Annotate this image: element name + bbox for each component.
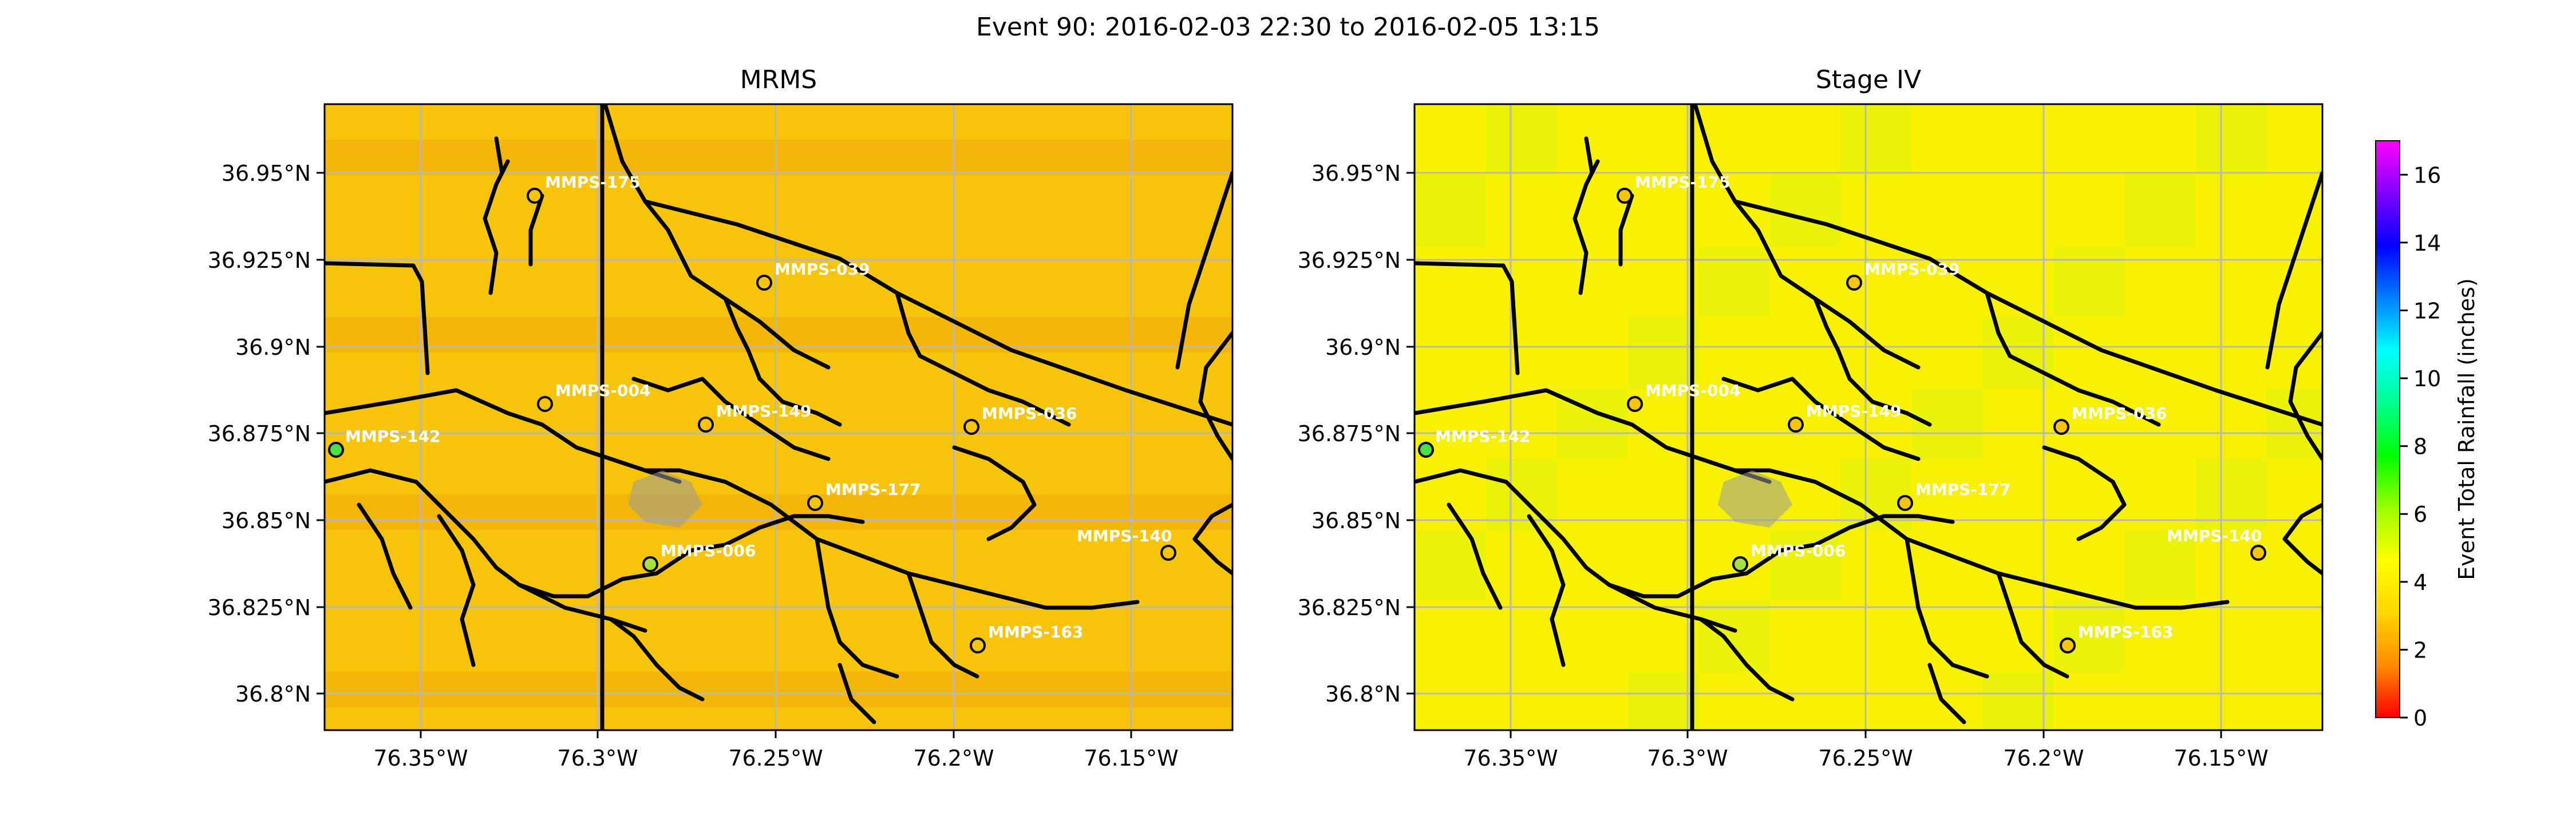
gauge-marker bbox=[1418, 442, 1434, 458]
colorbar-tick-label: 2 bbox=[2413, 637, 2427, 663]
gauge-marker bbox=[1617, 188, 1633, 204]
gauge-label: MMPS-140 bbox=[1077, 526, 1172, 545]
y-tick-label: 36.85°N bbox=[1311, 508, 1401, 533]
x-tick-label: 76.2°W bbox=[2003, 746, 2084, 771]
gauge-marker bbox=[2060, 637, 2076, 653]
y-tick-label: 36.95°N bbox=[1311, 161, 1401, 186]
y-tick-label: 36.9°N bbox=[235, 335, 311, 360]
x-tick-label: 76.35°W bbox=[1463, 746, 1558, 771]
gauge-marker bbox=[527, 188, 543, 204]
gauge-marker bbox=[328, 442, 344, 458]
gauge-label: MMPS-175 bbox=[1635, 173, 1730, 192]
x-tick-label: 76.2°W bbox=[913, 746, 994, 771]
gauge-label: MMPS-175 bbox=[545, 173, 640, 192]
gauge-label: MMPS-142 bbox=[1435, 427, 1530, 446]
gauge-label: MMPS-006 bbox=[661, 541, 756, 560]
colorbar: 0 2 4 6 8 10 12 14 16 Event Total Rainfall (inch… bbox=[2375, 140, 2479, 731]
rainfall-field-mrms bbox=[325, 104, 1232, 730]
panel-title-mrms: MRMS bbox=[740, 65, 817, 94]
colorbar-tick-label: 16 bbox=[2413, 163, 2441, 188]
figure-title: Event 90: 2016-02-03 22:30 to 2016-02-05… bbox=[976, 13, 1600, 42]
gauge-marker bbox=[537, 396, 553, 412]
gridlines-mrms bbox=[325, 104, 1232, 730]
x-tick-label: 76.3°W bbox=[1647, 746, 1728, 771]
gauge-marker bbox=[1732, 556, 1748, 572]
colorbar-gradient bbox=[2375, 140, 2400, 718]
gauge-marker bbox=[756, 275, 772, 291]
gauge-label: MMPS-036 bbox=[982, 404, 1077, 423]
y-tick-label: 36.825°N bbox=[1298, 595, 1401, 620]
y-tick-label: 36.925°N bbox=[208, 248, 311, 273]
gauge-marker bbox=[1846, 275, 1862, 291]
map-frame-stage-iv bbox=[1413, 103, 2324, 731]
gauge-label: MMPS-177 bbox=[825, 480, 920, 499]
colorbar-tick-label: 6 bbox=[2413, 502, 2427, 527]
gauge-marker bbox=[1788, 417, 1804, 433]
gauge-label: MMPS-149 bbox=[716, 402, 811, 421]
gauge-label: MMPS-006 bbox=[1751, 541, 1846, 560]
gauge-marker bbox=[2053, 419, 2069, 435]
x-tick-label: 76.15°W bbox=[2174, 746, 2268, 771]
y-tick-label: 36.925°N bbox=[1298, 248, 1401, 273]
gauge-marker bbox=[2250, 545, 2266, 561]
colorbar-tick-label: 8 bbox=[2413, 434, 2427, 459]
y-tick-label: 36.875°N bbox=[208, 421, 311, 446]
map-frame-mrms bbox=[323, 103, 1234, 731]
x-tick-label: 76.25°W bbox=[728, 746, 823, 771]
gauge-label: MMPS-039 bbox=[775, 260, 870, 279]
gauge-label: MMPS-142 bbox=[345, 427, 440, 446]
gauge-marker bbox=[807, 495, 823, 511]
gauge-label: MMPS-004 bbox=[1645, 381, 1740, 400]
x-tick-label: 76.35°W bbox=[373, 746, 468, 771]
gauge-label: MMPS-039 bbox=[1864, 260, 1959, 279]
x-tick-label: 76.25°W bbox=[1818, 746, 1913, 771]
gauge-label: MMPS-163 bbox=[988, 623, 1083, 641]
map-panel-mrms: MRMS MMPS-175 MMPS-039 MMPS-004 MMPS-149 MMP… bbox=[208, 65, 1234, 771]
y-tick-label: 36.875°N bbox=[1298, 421, 1401, 446]
gauge-label: MMPS-163 bbox=[2078, 623, 2173, 641]
gauge-marker bbox=[1160, 545, 1176, 561]
gauge-marker bbox=[1627, 396, 1643, 412]
x-tick-label: 76.15°W bbox=[1084, 746, 1178, 771]
colorbar-tick-label: 14 bbox=[2413, 231, 2441, 256]
x-tick-label: 76.3°W bbox=[557, 746, 638, 771]
gauge-label: MMPS-036 bbox=[2072, 404, 2167, 423]
gauge-marker bbox=[698, 417, 714, 433]
gauge-label: MMPS-149 bbox=[1806, 402, 1901, 421]
y-tick-label: 36.9°N bbox=[1325, 335, 1401, 360]
gauge-marker bbox=[642, 556, 658, 572]
colorbar-label: Event Total Rainfall (inches) bbox=[2454, 278, 2479, 580]
y-tick-label: 36.825°N bbox=[208, 595, 311, 620]
y-tick-label: 36.8°N bbox=[1325, 682, 1401, 707]
colorbar-tick-label: 4 bbox=[2413, 570, 2427, 595]
gauge-label: MMPS-177 bbox=[1915, 480, 2010, 499]
gauge-marker bbox=[963, 419, 979, 435]
colorbar-tick-label: 0 bbox=[2413, 706, 2427, 731]
gauge-marker bbox=[1897, 495, 1913, 511]
gauge-label: MMPS-004 bbox=[555, 381, 650, 400]
y-tick-label: 36.85°N bbox=[222, 508, 311, 533]
y-tick-label: 36.95°N bbox=[222, 161, 311, 186]
colorbar-tick-label: 12 bbox=[2413, 298, 2441, 323]
gauge-marker bbox=[970, 637, 986, 653]
map-panel-stage-iv: Stage IV MMPS-175 MMPS-039 MMPS-004 MMPS-14… bbox=[1298, 65, 2324, 771]
y-tick-label: 36.8°N bbox=[235, 682, 311, 707]
colorbar-tick-label: 10 bbox=[2413, 366, 2441, 391]
panel-title-stage-iv: Stage IV bbox=[1816, 65, 1921, 94]
gauge-label: MMPS-140 bbox=[2167, 526, 2262, 545]
